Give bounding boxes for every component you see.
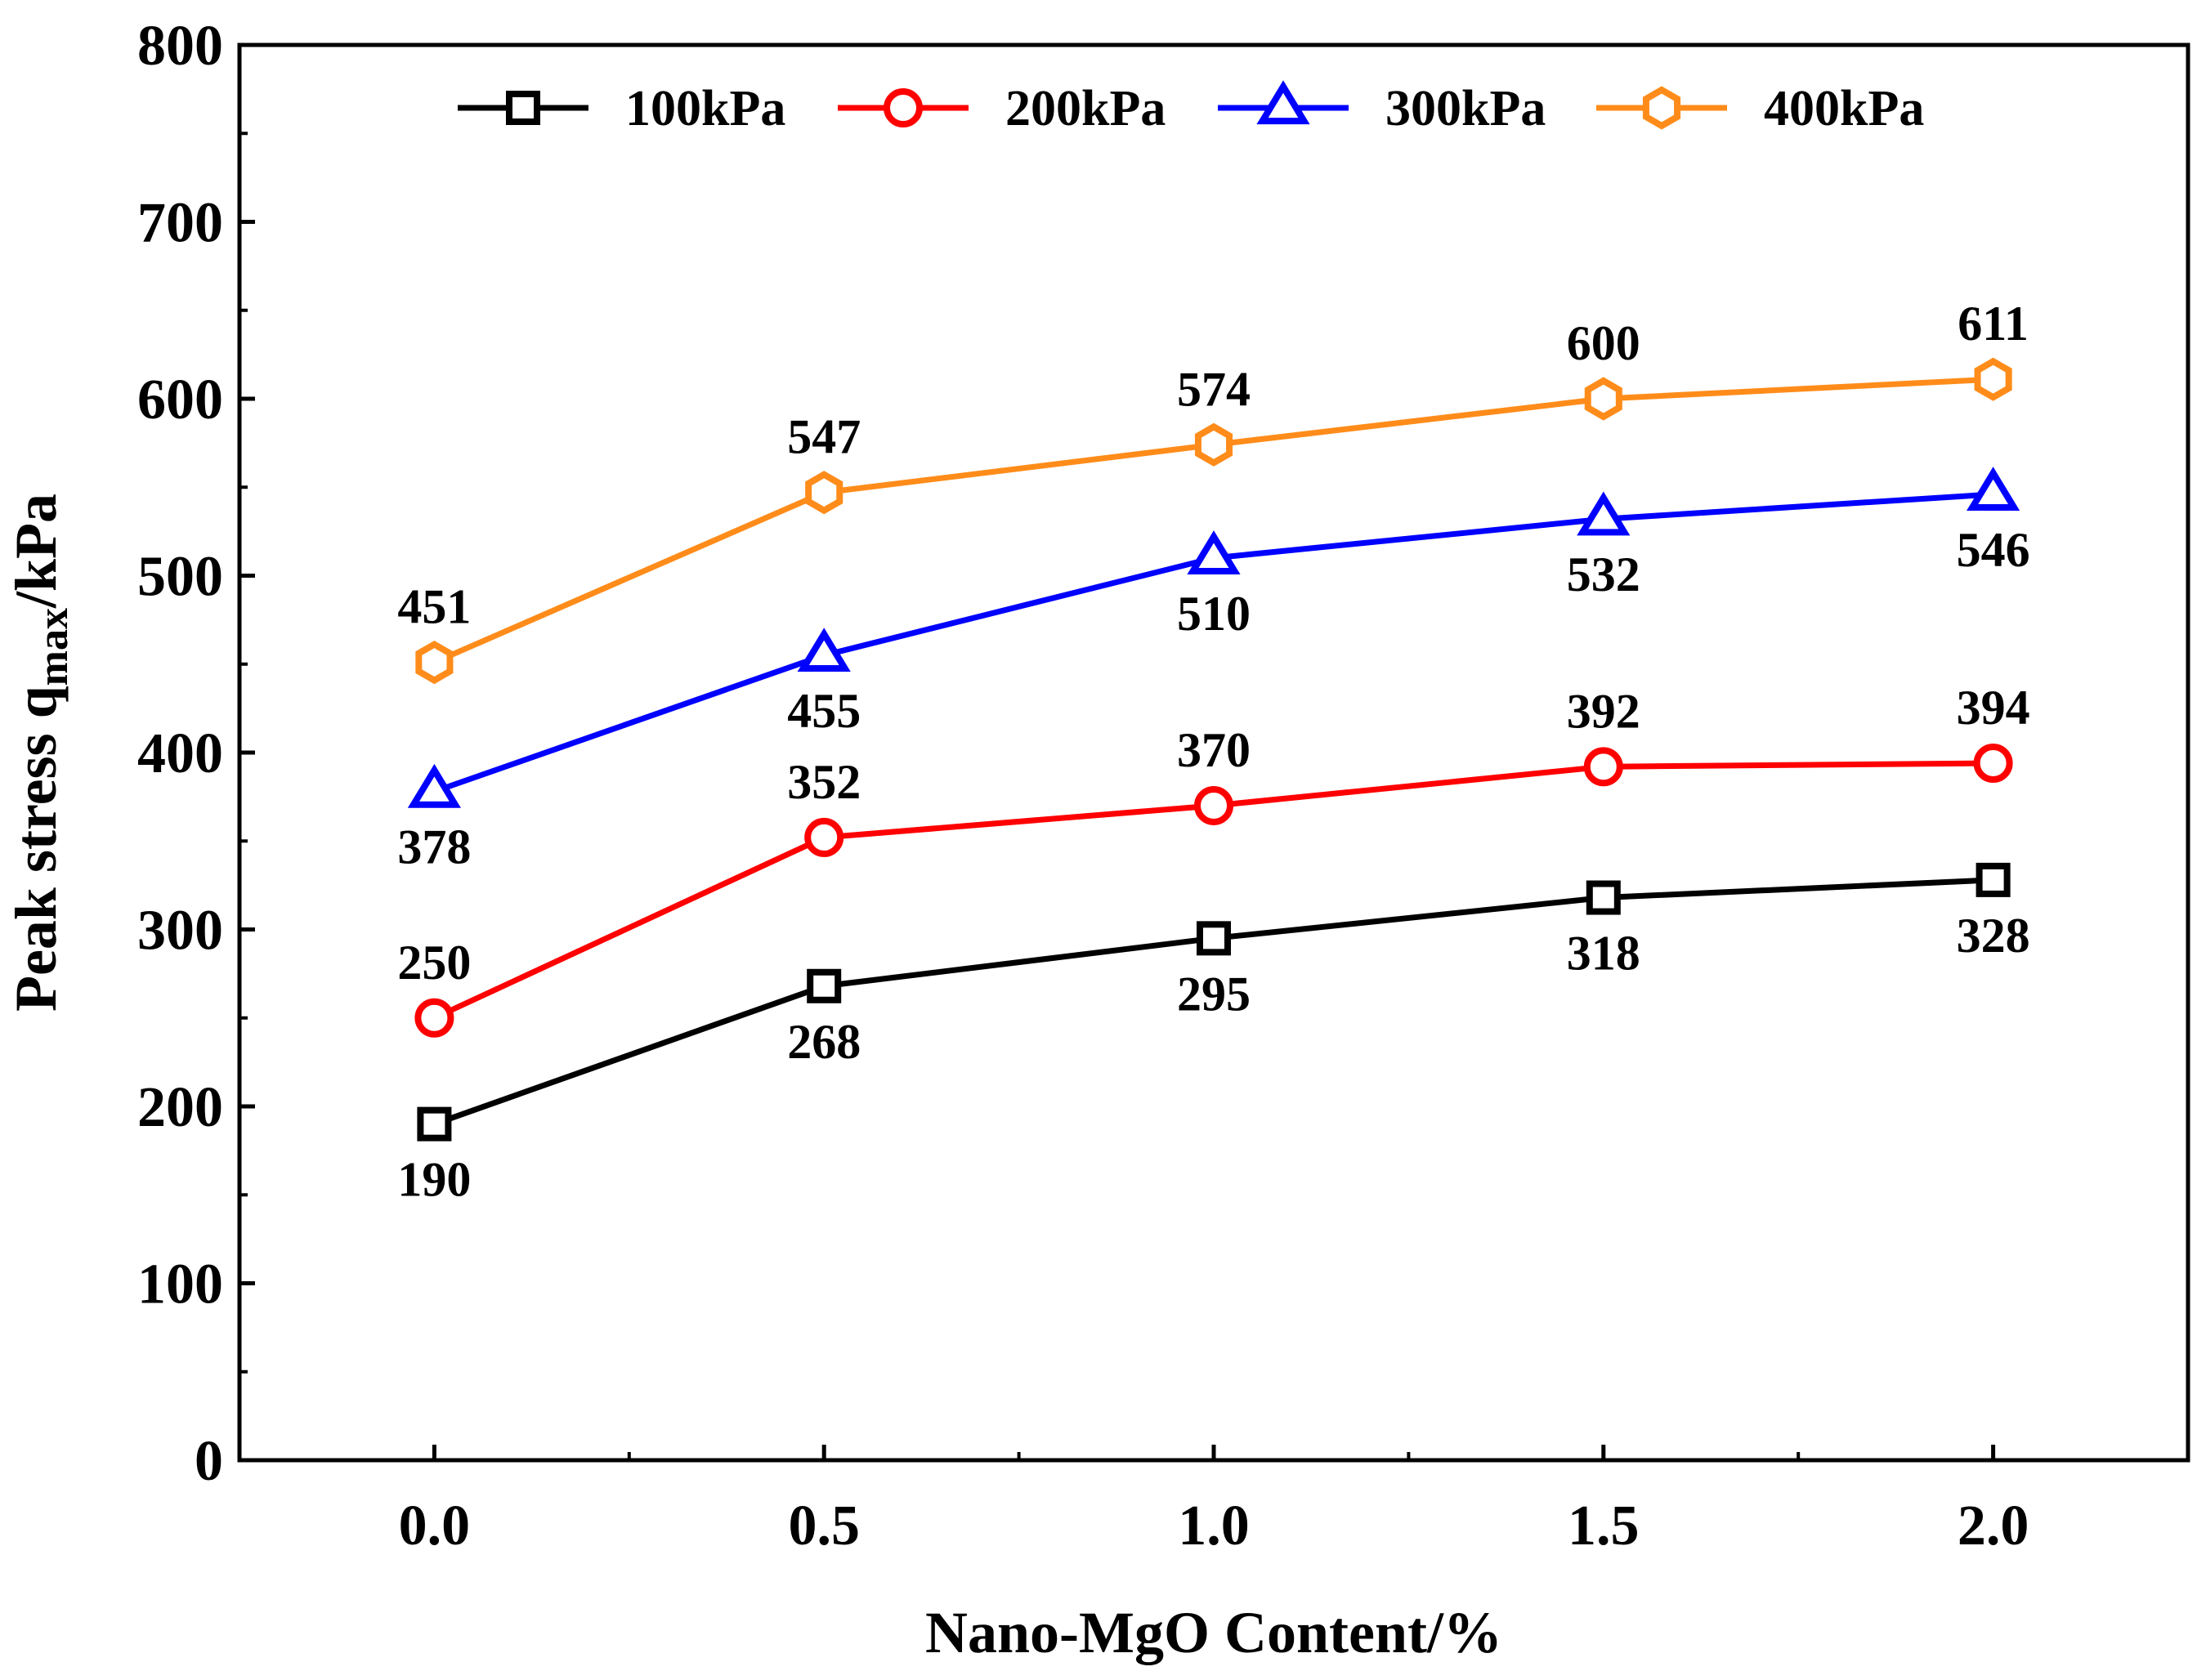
data-point-marker: [1976, 862, 2011, 897]
data-label: 455: [787, 684, 861, 738]
data-label: 600: [1567, 316, 1640, 370]
data-label: 611: [1958, 297, 2029, 351]
data-point-marker: [1194, 422, 1233, 467]
legend-marker: [1642, 86, 1681, 130]
y-tick-label: 200: [137, 1076, 223, 1139]
y-tick-label: 600: [137, 369, 223, 431]
data-point-marker: [805, 471, 843, 515]
legend-item-300kPa: 300kPa: [1218, 80, 1546, 136]
data-point-marker: [414, 998, 454, 1038]
x-axis-title: Nano-MgO Content/%: [925, 1600, 1502, 1665]
legend: 100kPa 200kPa 300kPa 400kPa: [458, 80, 1924, 136]
data-label: 451: [397, 580, 471, 634]
series-300kPa: [407, 467, 2020, 808]
legend-label: 100kPa: [625, 81, 785, 136]
data-point-marker: [1197, 921, 1231, 956]
data-point-marker: [417, 1106, 452, 1142]
data-point-marker: [1967, 467, 2020, 512]
data-label: 295: [1177, 967, 1251, 1021]
data-label: 532: [1567, 547, 1640, 601]
legend-label: 400kPa: [1764, 81, 1924, 136]
x-tick-label: 2.0: [1958, 1495, 2029, 1557]
data-label: 394: [1957, 681, 2030, 735]
y-tick-label: 700: [137, 192, 223, 255]
legend-item-200kPa: 200kPa: [838, 81, 1166, 136]
data-label: 378: [397, 820, 471, 874]
data-label: 370: [1177, 723, 1251, 777]
y-axis-title-subscript: max: [30, 608, 77, 686]
data-point-marker: [797, 628, 851, 672]
y-tick-label: 300: [137, 900, 223, 963]
data-point-marker: [1194, 785, 1233, 825]
data-point-marker: [1583, 747, 1623, 787]
y-tick-label: 400: [137, 722, 223, 785]
y-tick-label: 0: [195, 1430, 223, 1493]
data-label: 268: [787, 1015, 861, 1069]
data-label: 392: [1567, 684, 1640, 738]
data-label: 328: [1957, 909, 2030, 963]
data-point-marker: [807, 968, 842, 1003]
data-label: 352: [787, 755, 861, 809]
y-axis-title: Peak stress qmax/kPa: [3, 494, 77, 1012]
legend-item-400kPa: 400kPa: [1596, 81, 1924, 136]
y-tick-label: 500: [137, 546, 223, 609]
x-tick-label: 0.0: [399, 1495, 471, 1557]
data-point-marker: [1584, 377, 1622, 421]
series-100kPa: [417, 862, 2011, 1142]
data-label: 547: [787, 410, 861, 464]
legend-label: 200kPa: [1005, 81, 1166, 136]
y-axis-title-main: Peak stress q: [3, 686, 69, 1012]
data-point-marker: [407, 763, 461, 808]
x-tick-label: 0.5: [788, 1495, 860, 1557]
data-point-marker: [1974, 357, 2012, 401]
legend-marker: [1256, 80, 1310, 125]
series-400kPa: [415, 357, 2012, 685]
data-point-marker: [804, 817, 844, 857]
axes: 0 100 200 300 400 500 600 700 800 0.0 0.5 1.0 1.5 2.0: [137, 15, 2190, 1557]
x-tick-label: 1.0: [1178, 1495, 1250, 1557]
data-label: 318: [1567, 927, 1640, 981]
legend-label: 300kPa: [1385, 81, 1546, 136]
data-point-marker: [1577, 491, 1631, 536]
data-point-marker: [1586, 880, 1621, 915]
x-tick-label: 1.5: [1568, 1495, 1640, 1557]
data-point-marker: [1973, 743, 2013, 783]
data-label: 510: [1177, 587, 1251, 641]
data-point-marker: [1187, 530, 1241, 574]
y-tick-label: 100: [137, 1253, 223, 1316]
data-labels-group: 190 268 295 318 328 250 352 370 392 394 378 455 510 5…: [397, 297, 2029, 1206]
data-point-marker: [415, 640, 454, 685]
data-label: 574: [1177, 362, 1251, 416]
data-label: 250: [397, 936, 471, 990]
data-label: 190: [397, 1153, 471, 1207]
data-label: 546: [1957, 523, 2030, 577]
legend-item-100kPa: 100kPa: [458, 81, 785, 136]
series-200kPa: [414, 743, 2013, 1038]
series-group: [407, 357, 2020, 1142]
legend-marker: [884, 88, 923, 127]
y-tick-label: 800: [137, 15, 223, 78]
legend-marker: [506, 91, 540, 125]
y-axis-title-unit: /kPa: [3, 494, 69, 609]
